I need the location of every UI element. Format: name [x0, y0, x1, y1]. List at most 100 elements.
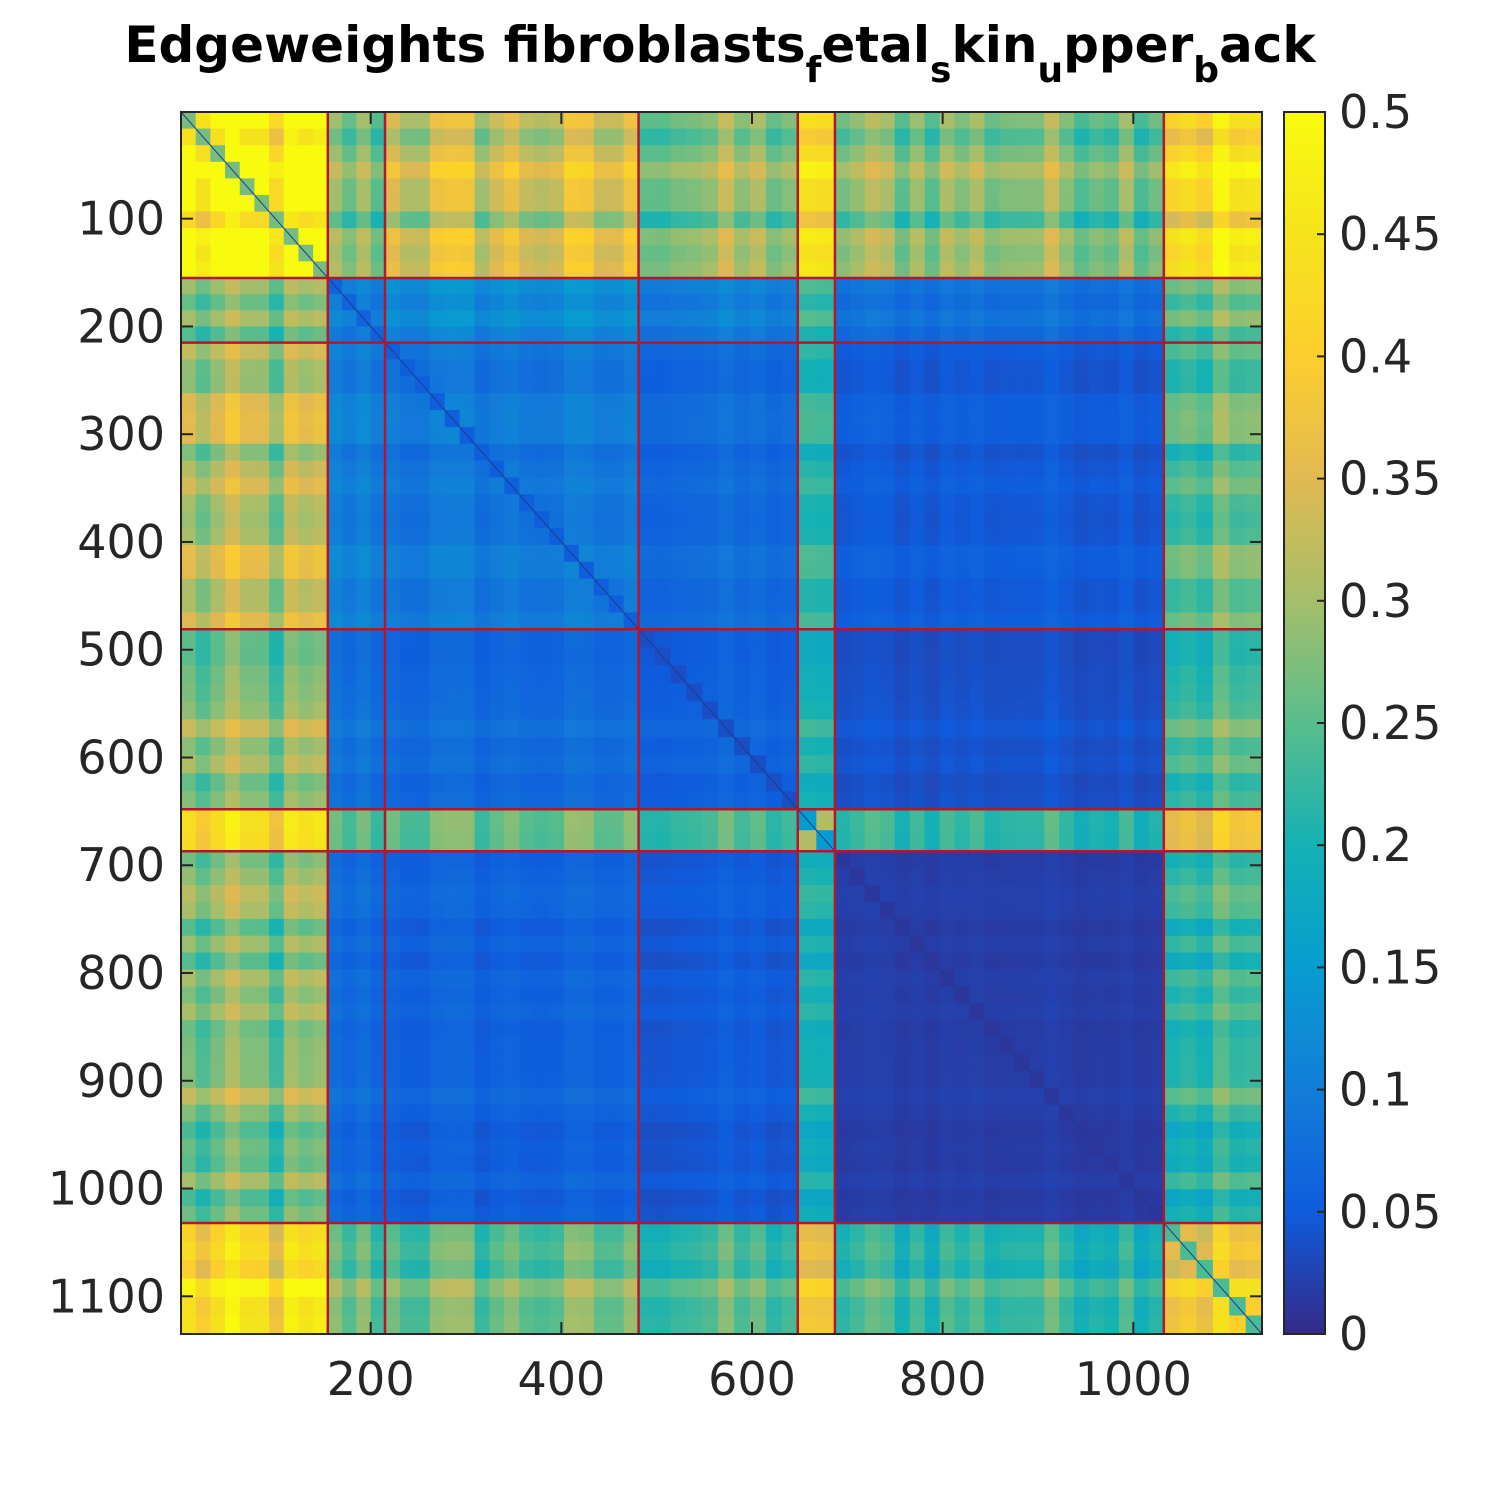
heatmap-cell	[549, 1121, 565, 1140]
heatmap-cell	[181, 393, 197, 411]
heatmap-cell	[195, 969, 211, 988]
heatmap-cell	[474, 310, 491, 328]
heatmap-cell	[718, 460, 735, 479]
heatmap-cell	[1074, 511, 1090, 529]
heatmap-cell	[444, 294, 461, 311]
heatmap-cell	[504, 918, 520, 937]
heatmap-cell	[504, 1087, 520, 1106]
heatmap-cell	[1229, 986, 1247, 1004]
heatmap-cell	[879, 194, 896, 213]
heatmap-cell	[239, 194, 255, 213]
heatmap-cell	[1014, 755, 1030, 774]
heatmap-cell	[816, 647, 836, 666]
heatmap-cell	[1044, 310, 1060, 328]
heatmap-cell	[1089, 737, 1105, 756]
heatmap-cell	[879, 211, 896, 229]
heatmap-cell	[670, 393, 687, 411]
heatmap-cell	[718, 443, 735, 462]
heatmap-cell	[750, 1297, 767, 1317]
heatmap-cell	[269, 294, 285, 311]
heatmap-cell	[1245, 443, 1263, 462]
heatmap-cell	[1212, 561, 1230, 580]
heatmap-cell	[879, 326, 896, 344]
heatmap-cell	[1044, 145, 1060, 163]
heatmap-cell	[181, 755, 197, 774]
heatmap-cell	[734, 809, 751, 831]
heatmap-cell	[608, 918, 625, 937]
heatmap-cell	[399, 851, 416, 869]
heatmap-cell	[750, 211, 767, 229]
heatmap-cell	[608, 683, 625, 702]
heatmap-cell	[1044, 359, 1060, 377]
heatmap-cell	[1212, 1003, 1230, 1021]
heatmap-cell	[474, 918, 491, 937]
heatmap-cell	[210, 1037, 226, 1055]
heatmap-cell	[1229, 561, 1247, 580]
heatmap-cell	[1148, 544, 1165, 563]
heatmap-cell	[1212, 755, 1230, 774]
heatmap-cell	[1074, 1297, 1090, 1317]
heatmap-cell	[909, 701, 926, 720]
title-segment-5: u	[1037, 50, 1063, 91]
heatmap-cell	[1148, 935, 1165, 954]
heatmap-cell	[342, 868, 357, 886]
heatmap-cell	[608, 1020, 625, 1038]
heatmap-cell	[459, 178, 476, 196]
heatmap-cell	[195, 310, 211, 328]
heatmap-cell	[1148, 1223, 1165, 1243]
heatmap-cell	[797, 1260, 817, 1280]
heatmap-cell	[593, 477, 610, 495]
heatmap-cell	[444, 791, 461, 810]
heatmap-cell	[563, 851, 580, 869]
heatmap-cell	[765, 1206, 783, 1224]
heatmap-cell	[1212, 128, 1230, 146]
heatmap-cell	[1029, 561, 1045, 580]
heatmap-cell	[864, 178, 881, 196]
heatmap-cell	[313, 665, 329, 684]
heatmap-cell	[909, 544, 926, 563]
heatmap-cell	[750, 1003, 767, 1021]
heatmap-cell	[342, 161, 357, 179]
heatmap-cell	[181, 935, 197, 954]
heatmap-cell	[459, 1223, 476, 1243]
heatmap-cell	[254, 1003, 270, 1021]
heatmap-cell	[429, 1297, 446, 1317]
heatmap-cell	[638, 145, 656, 163]
heatmap-cell	[210, 228, 226, 246]
heatmap-cell	[969, 443, 986, 462]
heatmap-cell	[549, 1223, 565, 1243]
heatmap-cell	[356, 1206, 372, 1224]
heatmap-cell	[734, 885, 751, 903]
heatmap-cell	[849, 228, 866, 246]
heatmap-cell	[313, 1104, 329, 1123]
heatmap-cell	[608, 443, 625, 462]
heatmap-cell	[429, 342, 446, 361]
heatmap-cell	[459, 918, 476, 937]
heatmap-cell	[623, 477, 640, 495]
heatmap-cell	[385, 1020, 401, 1038]
heatmap-cell	[654, 1003, 672, 1021]
heatmap-cell	[797, 342, 817, 361]
heatmap-cell	[429, 178, 446, 196]
heatmap-cell	[181, 1020, 197, 1038]
heatmap-cell	[1074, 294, 1090, 311]
heatmap-cell	[254, 1037, 270, 1055]
heatmap-cell	[702, 612, 719, 630]
heatmap-cell	[1118, 595, 1135, 613]
heatmap-cell	[1104, 1104, 1120, 1123]
heatmap-cell	[1029, 755, 1045, 774]
heatmap-cell	[269, 986, 285, 1004]
heatmap-cell	[894, 494, 911, 512]
heatmap-cell	[1229, 1155, 1247, 1173]
heatmap-cell	[1014, 326, 1030, 344]
heatmap-cell	[459, 477, 476, 495]
heatmap-cell	[879, 494, 896, 512]
heatmap-cell	[797, 665, 817, 684]
heatmap-cell	[370, 1260, 386, 1280]
heatmap-cell	[225, 228, 241, 246]
heatmap-cell	[734, 294, 751, 311]
heatmap-cell	[269, 161, 285, 179]
heatmap-cell	[225, 969, 241, 988]
heatmap-cell	[356, 1297, 372, 1317]
heatmap-cell	[399, 830, 416, 852]
